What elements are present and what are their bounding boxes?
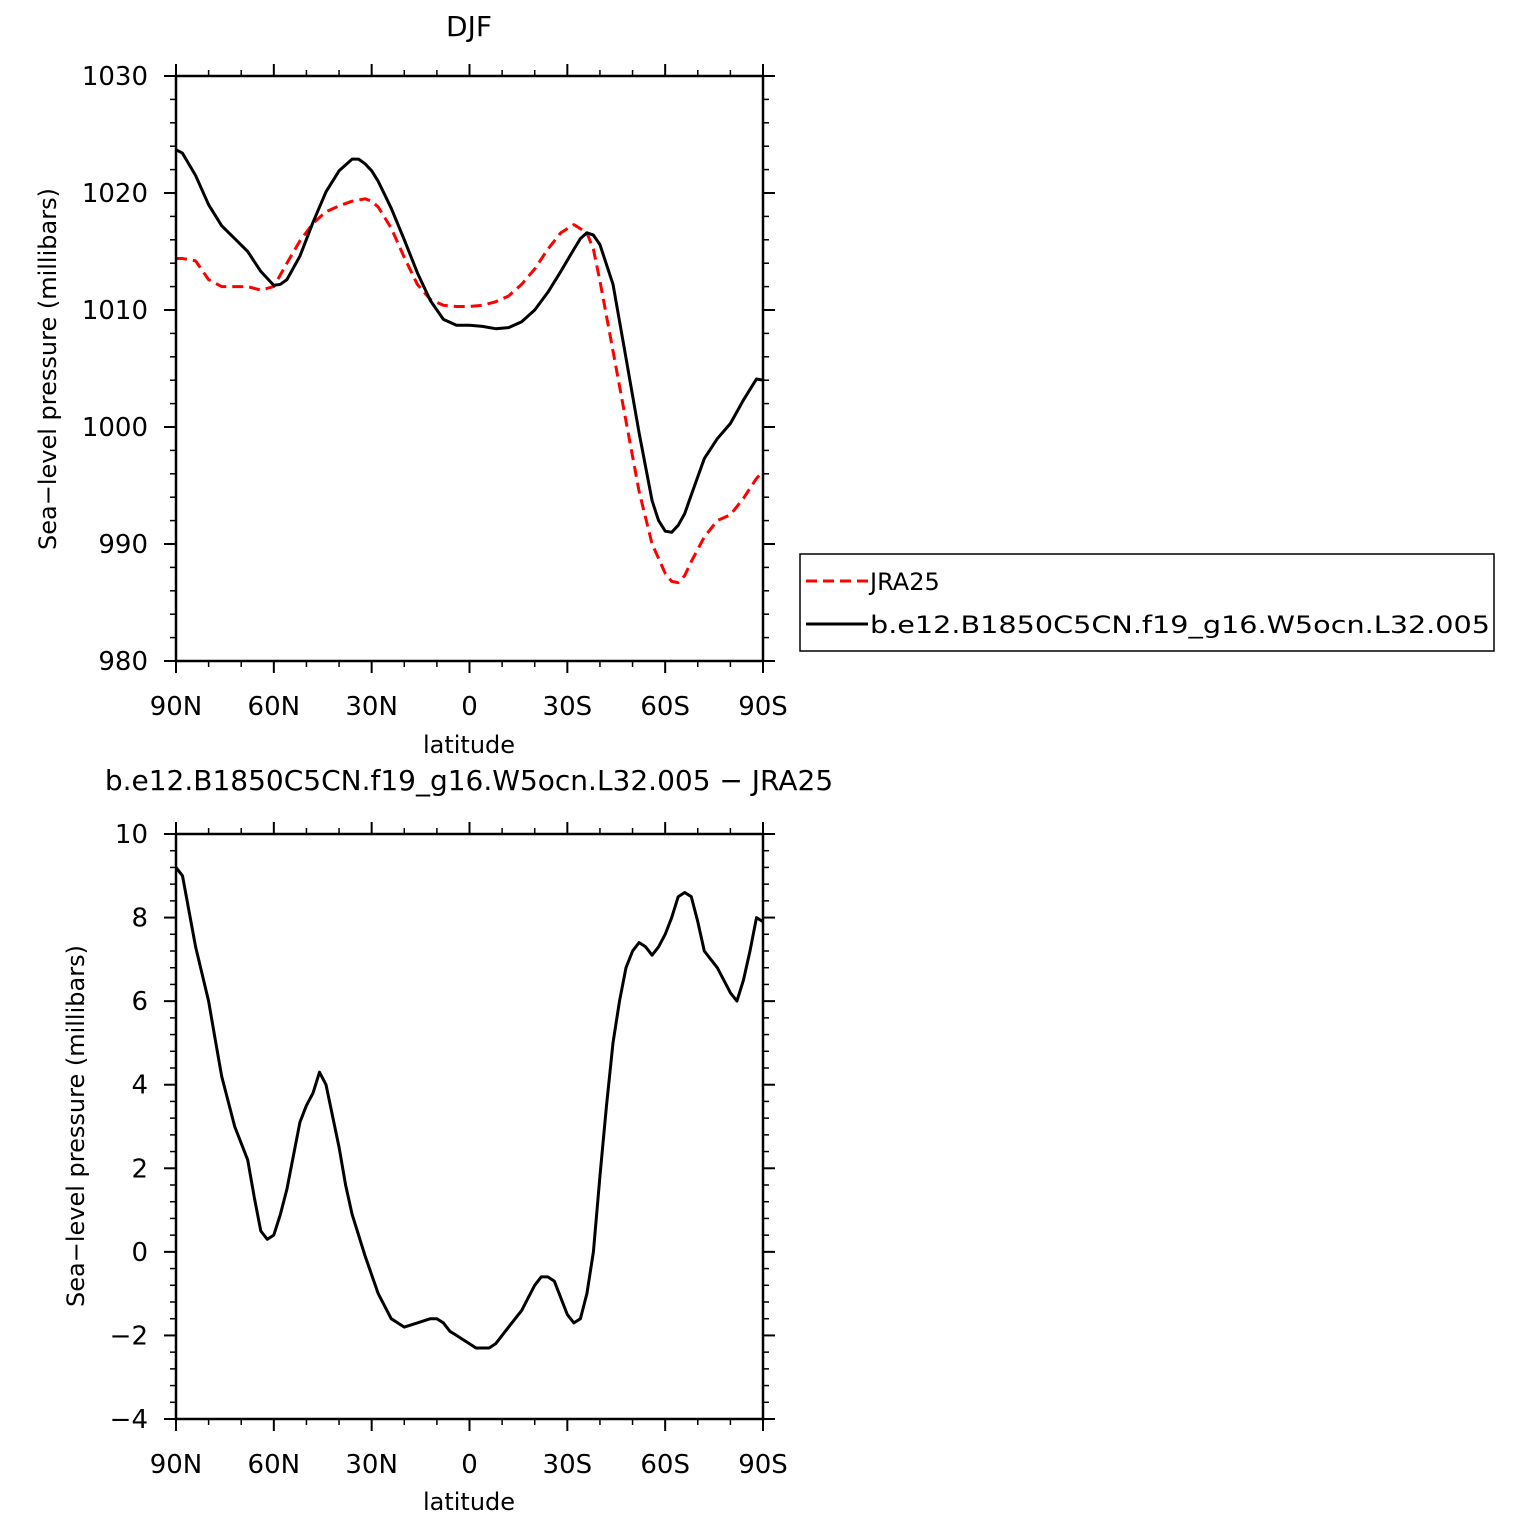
chart-top-frame <box>174 74 765 663</box>
chart-bottom-x-tick-label: 60S <box>640 1450 690 1480</box>
chart-bottom-frame <box>174 832 765 1421</box>
chart-top-y-tick-label: 1000 <box>82 413 148 443</box>
chart-bottom-x-tick-label: 0 <box>461 1450 478 1480</box>
chart-top-plot-area: 90N 60N 30N 0 30S 60S 90S 980 990 1000 1010 1020 103… <box>82 62 788 722</box>
chart-top-y-tick-label: 980 <box>98 647 148 677</box>
chart-bottom-y-axis-label: Sea−level pressure (millibars) <box>62 945 90 1307</box>
chart-top-series-line-1 <box>176 197 763 585</box>
chart-top-y-tick-label: 1030 <box>82 62 148 92</box>
chart-top-x-tick-label: 0 <box>461 692 478 722</box>
chart-top-y-tick-label: 1010 <box>82 296 148 326</box>
chart-top-x-tick-label: 60S <box>640 692 690 722</box>
chart-bottom-x-tick-label: 30N <box>345 1450 398 1480</box>
chart-top-x-tick-label: 60N <box>248 692 301 722</box>
chart-bottom-y-tick-label: 10 <box>115 820 148 850</box>
chart-top-x-axis-label: latitude <box>423 731 515 759</box>
chart-bottom-y-tick-label: −2 <box>110 1321 148 1351</box>
chart-bottom-y-tick-label: 6 <box>131 987 148 1017</box>
legend-label-jra25: JRA25 <box>868 568 940 596</box>
chart-bottom-x-tick-label: 30S <box>543 1450 593 1480</box>
chart-top-x-tick-label: 90N <box>150 692 203 722</box>
chart-top-x-tick-label: 90S <box>738 692 788 722</box>
chart-bottom-x-axis-label: latitude <box>423 1488 515 1516</box>
chart-bottom-y-tick-label: 4 <box>131 1071 148 1101</box>
chart-bottom-panel: b.e12.B1850C5CN.f19_g16.W5ocn.L32.005 − … <box>62 764 833 1516</box>
legend-box <box>799 553 1495 652</box>
chart-top-y-axis-label: Sea−level pressure (millibars) <box>34 188 62 550</box>
chart-bottom-series-line-1 <box>176 866 763 1350</box>
chart-bottom-x-tick-label: 90N <box>150 1450 203 1480</box>
chart-bottom-y-tick-label: 8 <box>131 904 148 934</box>
chart-bottom-y-tick-label: −4 <box>110 1405 148 1435</box>
chart-bottom-x-tick-label: 60N <box>248 1450 301 1480</box>
chart-top-legend: JRA25 b.e12.B1850C5CN.f19_g16.W5ocn.L32.… <box>799 553 1495 652</box>
chart-top-panel: DJF 90N 60N 30N 0 30S 60S 90S 980 990 1000 1010 102… <box>34 10 788 759</box>
chart-top-y-tick-label: 1020 <box>82 179 148 209</box>
chart-top-title: DJF <box>446 10 492 43</box>
chart-bottom-y-tick-label: 2 <box>131 1154 148 1184</box>
chart-top-x-tick-label: 30N <box>345 692 398 722</box>
chart-bottom-x-tick-label: 90S <box>738 1450 788 1480</box>
chart-bottom-title: b.e12.B1850C5CN.f19_g16.W5ocn.L32.005 − … <box>105 764 833 797</box>
legend-label-model: b.e12.B1850C5CN.f19_g16.W5ocn.L32.005 <box>870 611 1490 639</box>
chart-bottom-y-tick-label: 0 <box>131 1238 148 1268</box>
chart-top-x-tick-label: 30S <box>543 692 593 722</box>
chart-top-series-line-2 <box>176 148 763 534</box>
chart-top-y-tick-label: 990 <box>98 530 148 560</box>
chart-bottom-plot-area: 90N 60N 30N 0 30S 60S 90S −4 −2 0 2 4 6 8 10 <box>110 820 788 1480</box>
